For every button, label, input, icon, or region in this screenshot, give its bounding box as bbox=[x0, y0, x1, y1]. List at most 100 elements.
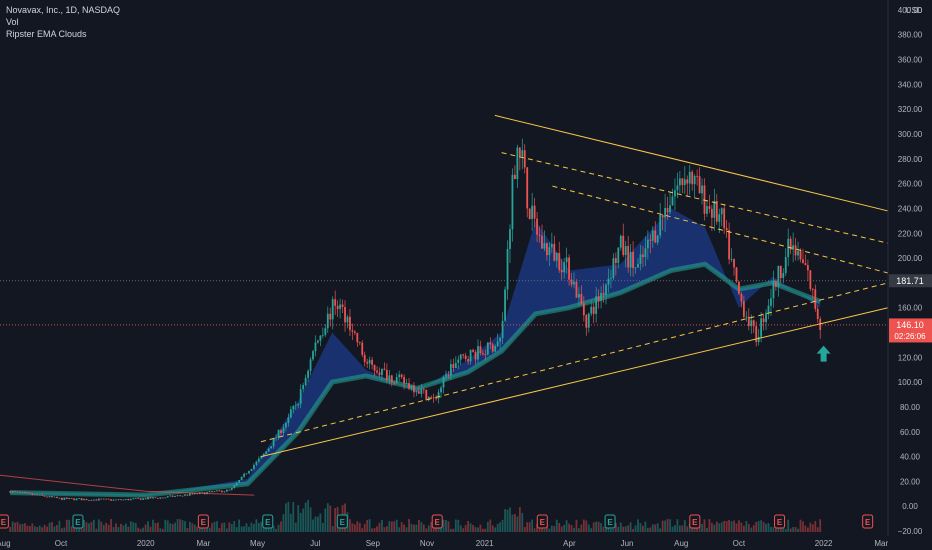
solid-trendline[interactable] bbox=[260, 307, 889, 458]
earnings-marker[interactable]: E bbox=[431, 514, 443, 529]
candle-body bbox=[516, 147, 519, 180]
candle-body bbox=[122, 499, 125, 501]
volume-bar bbox=[58, 520, 61, 532]
candle-body bbox=[78, 498, 81, 500]
volume-bar bbox=[592, 522, 595, 532]
volume-bar bbox=[548, 528, 551, 532]
candle-body bbox=[644, 248, 647, 258]
earnings-marker[interactable]: E bbox=[197, 514, 209, 529]
earnings-marker[interactable]: E bbox=[689, 514, 701, 529]
candle-body bbox=[742, 301, 745, 317]
volume-bar bbox=[715, 521, 718, 532]
candle-body bbox=[280, 430, 282, 433]
candle-body bbox=[319, 335, 322, 341]
horizontal-levels bbox=[0, 280, 888, 326]
candle-body bbox=[666, 208, 669, 213]
time-tick-label: Mar bbox=[874, 539, 888, 548]
candle-body bbox=[671, 196, 674, 206]
candle-body bbox=[107, 498, 110, 500]
candle-body bbox=[38, 494, 41, 496]
candle-body bbox=[277, 430, 280, 438]
candle-body bbox=[33, 494, 36, 496]
candle-body bbox=[349, 316, 351, 331]
candle-body bbox=[248, 471, 250, 474]
candle-body bbox=[447, 374, 450, 376]
candle-body bbox=[331, 299, 334, 320]
trendlines[interactable] bbox=[260, 114, 889, 458]
candle-body bbox=[531, 205, 534, 219]
volume-bar bbox=[171, 524, 174, 532]
volume-bar bbox=[105, 522, 108, 532]
earnings-marker[interactable]: E bbox=[262, 514, 274, 529]
candle-body bbox=[506, 249, 509, 290]
candle-body bbox=[270, 446, 273, 449]
volume-bar bbox=[528, 522, 531, 532]
earnings-marker-box bbox=[431, 514, 443, 529]
price-tick-label: 320.00 bbox=[898, 105, 923, 114]
earnings-marker[interactable]: E bbox=[774, 514, 786, 529]
earnings-marker[interactable]: E bbox=[0, 514, 9, 529]
candle-body bbox=[701, 185, 703, 194]
earnings-marker[interactable]: E bbox=[536, 514, 548, 529]
candle-body bbox=[521, 150, 524, 157]
candle-body bbox=[664, 208, 666, 218]
earnings-marker[interactable]: E bbox=[72, 514, 84, 529]
volume-bar bbox=[142, 527, 145, 532]
earnings-marker[interactable]: E bbox=[604, 514, 616, 529]
volume-bar bbox=[735, 523, 738, 532]
dashed-trendline[interactable] bbox=[501, 152, 889, 244]
volume-bar bbox=[317, 516, 319, 532]
candle-body bbox=[651, 230, 654, 241]
candle-body bbox=[191, 493, 194, 495]
volume-bar bbox=[678, 525, 681, 532]
candle-body bbox=[176, 495, 179, 497]
candle-body bbox=[634, 267, 637, 269]
ema-cloud-indicator-label[interactable]: Ripster EMA Clouds bbox=[6, 29, 87, 39]
volume-bar bbox=[144, 524, 147, 532]
volume-bar bbox=[289, 513, 292, 532]
candle-body bbox=[486, 342, 489, 355]
volume-bar bbox=[307, 500, 309, 532]
volume-bar bbox=[16, 521, 19, 532]
volume-bar bbox=[688, 523, 691, 532]
volume-bar bbox=[467, 520, 470, 532]
volume-bar bbox=[787, 519, 790, 532]
volume-bar bbox=[733, 520, 735, 532]
earnings-marker[interactable]: E bbox=[336, 514, 348, 529]
volume-bar bbox=[651, 524, 654, 532]
candle-body bbox=[398, 374, 401, 378]
volume-bar bbox=[253, 523, 255, 532]
volume-bar bbox=[671, 526, 674, 532]
candle-body bbox=[41, 494, 44, 496]
candle-body bbox=[257, 458, 260, 462]
candle-body bbox=[368, 359, 371, 364]
volume-bar bbox=[634, 525, 637, 532]
solid-trendline[interactable] bbox=[494, 114, 889, 212]
candle-body bbox=[216, 490, 218, 492]
volume-bar bbox=[223, 522, 226, 532]
symbol-title[interactable]: Novavax, Inc., 1D, NASDAQ bbox=[6, 5, 120, 15]
volume-bar bbox=[358, 522, 361, 532]
candle-body bbox=[383, 368, 386, 370]
volume-bar bbox=[248, 526, 250, 532]
dashed-trendline[interactable] bbox=[552, 185, 889, 274]
price-tick-label: 220.00 bbox=[898, 229, 923, 238]
candle-body bbox=[339, 304, 341, 310]
volume-bar bbox=[703, 519, 706, 532]
time-scale[interactable] bbox=[0, 536, 888, 550]
volume-bar bbox=[21, 523, 24, 532]
volume-bar bbox=[24, 523, 26, 532]
volume-bar bbox=[221, 523, 223, 532]
volume-bar bbox=[196, 526, 199, 532]
earnings-marker-letter: E bbox=[692, 518, 698, 527]
candle-body bbox=[518, 147, 521, 157]
volume-bar bbox=[115, 523, 117, 532]
earnings-marker[interactable]: E bbox=[862, 514, 874, 529]
volume-bar bbox=[329, 505, 332, 532]
ema-cloud-fast-fill bbox=[10, 208, 821, 497]
candle-body bbox=[51, 496, 53, 498]
volume-indicator-label[interactable]: Vol bbox=[6, 17, 19, 27]
candle-body bbox=[16, 491, 19, 493]
